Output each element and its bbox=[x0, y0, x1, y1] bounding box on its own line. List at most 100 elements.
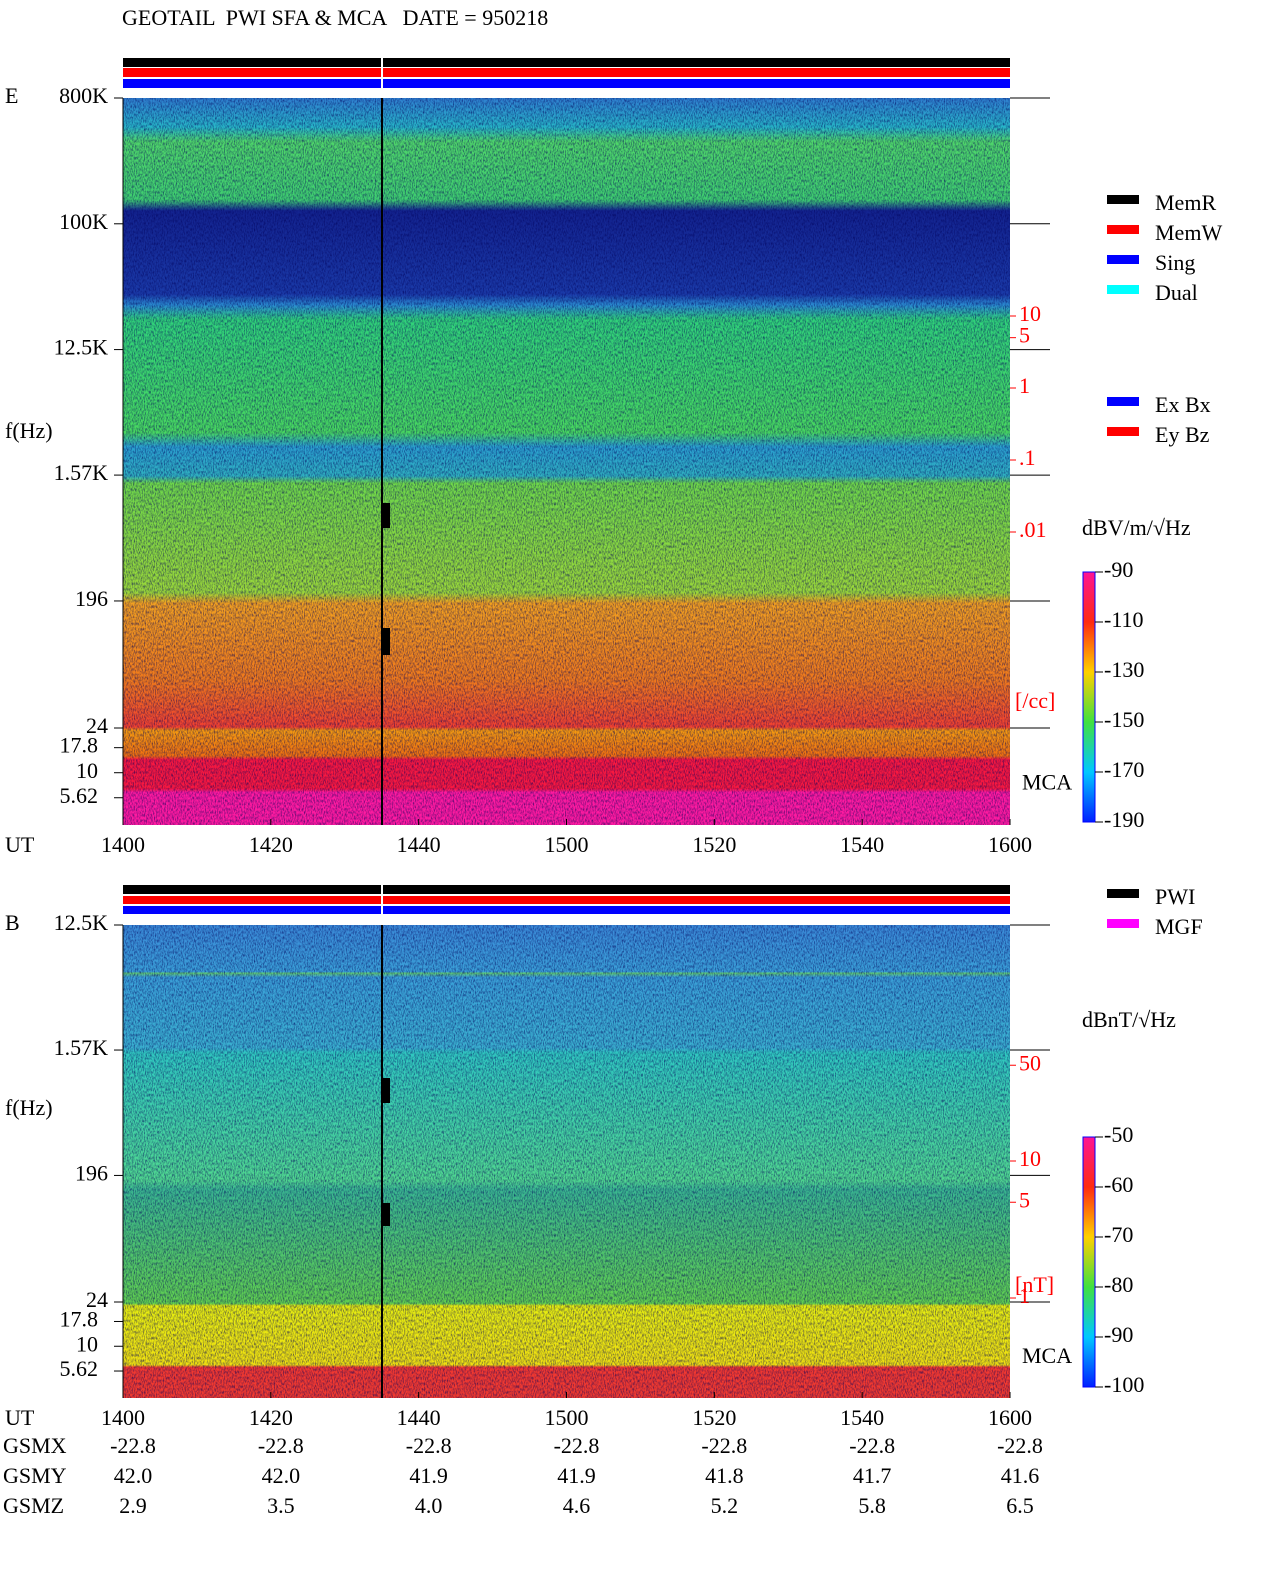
y2-tick-label: 5 bbox=[1019, 1187, 1030, 1212]
legend-label: PWI bbox=[1155, 884, 1195, 909]
y-tick-label: 1.57K bbox=[54, 1035, 109, 1060]
status-bar bbox=[123, 58, 1010, 67]
orbit-value: -22.8 bbox=[110, 1433, 156, 1458]
x-tick-label: 1500 bbox=[545, 1405, 589, 1430]
y-tick-label: 100K bbox=[59, 209, 108, 234]
legend-label: MemW bbox=[1155, 220, 1222, 245]
colorbar-tick-label: -130 bbox=[1104, 657, 1144, 682]
orbit-value: 6.5 bbox=[1006, 1493, 1034, 1518]
y-tick-label: 1.57K bbox=[54, 460, 109, 485]
legend-label: Sing bbox=[1155, 250, 1195, 275]
spectrogram-texture bbox=[123, 925, 1010, 1398]
y2-tick-label: 1 bbox=[1019, 373, 1030, 398]
legend-swatch bbox=[1107, 889, 1139, 898]
orbit-value: 42.0 bbox=[114, 1463, 153, 1488]
orbit-value: -22.8 bbox=[258, 1433, 304, 1458]
orbit-row-label: GSMY bbox=[3, 1463, 67, 1488]
colorbar-tick-label: -100 bbox=[1104, 1372, 1144, 1397]
orbit-value: -22.8 bbox=[554, 1433, 600, 1458]
orbit-value: -22.8 bbox=[406, 1433, 452, 1458]
colorbar bbox=[1082, 571, 1096, 823]
orbit-value: 41.6 bbox=[1001, 1463, 1040, 1488]
status-bar bbox=[123, 896, 1010, 904]
status-gap bbox=[381, 58, 383, 88]
y-tick-label: 24 bbox=[86, 1287, 108, 1312]
colorbar-label: dBV/m/√Hz bbox=[1082, 515, 1191, 540]
y2-tick-label: .1 bbox=[1019, 445, 1036, 470]
y2-tick-label: 50 bbox=[1019, 1050, 1041, 1075]
legend-swatch bbox=[1107, 919, 1139, 928]
legend-swatch bbox=[1107, 397, 1139, 406]
x-tick-label: 1600 bbox=[988, 1405, 1032, 1430]
legend-swatch bbox=[1107, 225, 1139, 234]
y2-tick-label: .01 bbox=[1019, 517, 1047, 542]
y2-tick-label: 1 bbox=[1019, 1283, 1030, 1308]
status-bar bbox=[123, 68, 1010, 77]
legend-label: MemR bbox=[1155, 190, 1216, 215]
legend-label: Ex Bx bbox=[1155, 392, 1211, 417]
x-tick-label: 1540 bbox=[840, 832, 884, 857]
y2-axis-label: [nT] bbox=[1015, 1272, 1054, 1297]
colorbar-tick-label: -190 bbox=[1104, 807, 1144, 832]
mca-tick-label: 5.62 bbox=[60, 1356, 99, 1381]
legend-label: Dual bbox=[1155, 280, 1198, 305]
y-axis-label: f(Hz) bbox=[5, 1095, 53, 1120]
x-axis-label: UT bbox=[5, 832, 35, 857]
mca-label: MCA bbox=[1022, 1343, 1072, 1368]
y-tick-label: 800K bbox=[59, 83, 108, 108]
orbit-value: 42.0 bbox=[262, 1463, 301, 1488]
y-axis-label: f(Hz) bbox=[5, 418, 53, 443]
colorbar-tick-label: -80 bbox=[1104, 1272, 1133, 1297]
mca-label: MCA bbox=[1022, 770, 1072, 795]
orbit-value: 2.9 bbox=[119, 1493, 147, 1518]
panel-label: E bbox=[5, 83, 18, 108]
legend-label: Ey Bz bbox=[1155, 422, 1210, 447]
colorbar-tick-label: -170 bbox=[1104, 757, 1144, 782]
status-gap bbox=[381, 885, 383, 915]
y2-tick-label: 10 bbox=[1019, 301, 1041, 326]
panel-label: B bbox=[5, 910, 20, 935]
colorbar-tick-label: -70 bbox=[1104, 1222, 1133, 1247]
orbit-value: 41.9 bbox=[557, 1463, 596, 1488]
orbit-value: -22.8 bbox=[849, 1433, 895, 1458]
orbit-value: 41.8 bbox=[705, 1463, 744, 1488]
y-tick-label: 12.5K bbox=[54, 335, 109, 360]
status-bar bbox=[123, 79, 1010, 88]
mca-tick-label: 10 bbox=[76, 1331, 98, 1356]
y2-axis-label: [/cc] bbox=[1015, 688, 1055, 713]
x-tick-label: 1520 bbox=[692, 1405, 736, 1430]
x-tick-label: 1400 bbox=[101, 832, 145, 857]
x-tick-label: 1440 bbox=[397, 1405, 441, 1430]
legend-swatch bbox=[1107, 255, 1139, 264]
orbit-value: 5.8 bbox=[858, 1493, 886, 1518]
mca-tick-label: 17.8 bbox=[60, 1307, 99, 1332]
marker-block bbox=[382, 1203, 390, 1226]
orbit-value: 3.5 bbox=[267, 1493, 295, 1518]
colorbar-tick-label: -110 bbox=[1104, 607, 1144, 632]
orbit-value: 4.6 bbox=[563, 1493, 591, 1518]
x-tick-label: 1440 bbox=[397, 832, 441, 857]
y2-tick-label: 5 bbox=[1019, 323, 1030, 348]
marker-block bbox=[382, 628, 390, 655]
x-tick-label: 1400 bbox=[101, 1405, 145, 1430]
legend-swatch bbox=[1107, 195, 1139, 204]
colorbar bbox=[1082, 1136, 1096, 1388]
status-bar bbox=[123, 885, 1010, 894]
title: GEOTAIL PWI SFA & MCA DATE = 950218 bbox=[122, 5, 548, 30]
x-tick-label: 1540 bbox=[840, 1405, 884, 1430]
orbit-value: -22.8 bbox=[701, 1433, 747, 1458]
spectrogram-texture bbox=[123, 98, 1010, 825]
x-tick-label: 1600 bbox=[988, 832, 1032, 857]
colorbar-tick-label: -60 bbox=[1104, 1172, 1133, 1197]
orbit-value: 41.7 bbox=[853, 1463, 892, 1488]
colorbar-tick-label: -90 bbox=[1104, 1322, 1133, 1347]
marker-block bbox=[382, 1078, 390, 1103]
orbit-value: 5.2 bbox=[711, 1493, 739, 1518]
x-tick-label: 1520 bbox=[692, 832, 736, 857]
y-tick-label: 24 bbox=[86, 713, 108, 738]
legend-swatch bbox=[1107, 285, 1139, 294]
colorbar-tick-label: -50 bbox=[1104, 1122, 1133, 1147]
orbit-row-label: GSMX bbox=[3, 1433, 67, 1458]
